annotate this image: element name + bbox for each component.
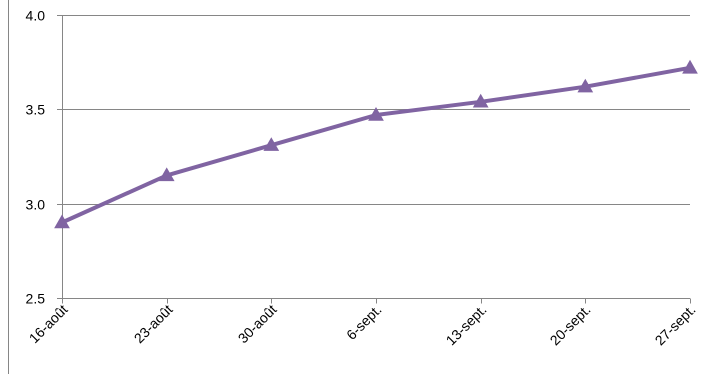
data-point-0-6 — [682, 59, 698, 74]
x-tick-label-2: 30-août — [235, 301, 280, 346]
x-tick-label-1: 23-août — [131, 301, 176, 346]
series-line-0 — [60, 65, 692, 225]
x-tick-label-3: 6-sept. — [343, 301, 385, 343]
y-tick-label-1: 3.0 — [26, 197, 46, 213]
axes — [62, 15, 690, 299]
x-axis-ticks: 16-août 23-août 30-août 6-sept. 13-sept. 20-s… — [26, 298, 699, 348]
x-tick-label-4: 13-sept. — [443, 301, 490, 348]
data-point-0-3 — [368, 106, 384, 121]
y-tick-label-3: 4.0 — [26, 8, 46, 24]
data-point-0-1 — [158, 167, 175, 182]
data-point-0-2 — [263, 137, 280, 151]
data-point-0-4 — [472, 93, 489, 108]
x-tick-label-0: 16-août — [26, 301, 71, 346]
data-point-0-0 — [54, 214, 70, 229]
x-tick-label-5: 20-sept. — [547, 301, 594, 348]
y-axis-ticks: 2.5 3.0 3.5 4.0 — [26, 8, 62, 307]
y-tick-label-0: 2.5 — [26, 291, 46, 307]
x-tick-label-6: 27-sept. — [652, 301, 699, 348]
data-point-0-5 — [577, 78, 594, 93]
series — [54, 59, 698, 229]
y-tick-label-2: 3.5 — [26, 102, 46, 118]
